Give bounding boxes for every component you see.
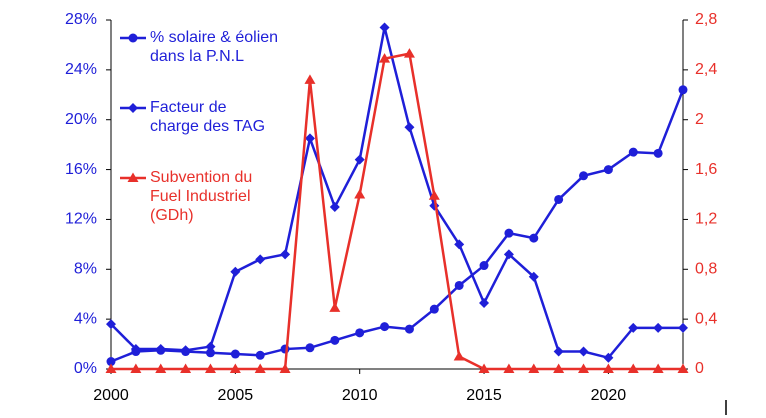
y-tick-label: 8% <box>74 261 97 278</box>
marker <box>355 328 365 338</box>
marker <box>130 344 141 355</box>
x-tick-label: 2010 <box>342 387 378 404</box>
marker <box>404 122 415 133</box>
marker <box>280 249 291 260</box>
x-tick-label: 2015 <box>466 387 502 404</box>
y2-tick-label: 0,8 <box>695 261 717 278</box>
marker <box>354 154 365 165</box>
marker <box>478 363 490 373</box>
y2-tick-label: 0 <box>695 360 704 377</box>
legend-label: Subvention du Fuel Industriel (GDh) <box>150 169 253 224</box>
marker <box>503 249 514 260</box>
marker <box>205 348 215 358</box>
marker <box>279 363 291 373</box>
marker <box>628 322 639 333</box>
marker <box>627 363 639 373</box>
marker <box>304 133 315 144</box>
marker <box>106 357 116 367</box>
marker <box>678 85 688 95</box>
y-tick-label: 28% <box>65 11 97 28</box>
marker <box>204 363 216 373</box>
marker <box>305 343 315 353</box>
marker <box>304 74 316 84</box>
marker <box>155 344 166 355</box>
marker <box>128 33 138 43</box>
marker <box>127 172 139 182</box>
legend-label: % solaire & éolien dans la P.N.L <box>150 29 279 65</box>
y2-tick-label: 2,8 <box>695 11 717 28</box>
marker <box>380 322 390 332</box>
marker <box>653 322 664 333</box>
marker <box>603 165 613 175</box>
legend-label: Facteur de charge des TAG <box>150 99 266 135</box>
marker <box>329 302 341 312</box>
y-tick-label: 12% <box>65 211 97 228</box>
y-tick-label: 0% <box>74 360 97 377</box>
marker <box>653 148 663 158</box>
y-tick-label: 20% <box>65 111 97 128</box>
marker <box>603 352 614 363</box>
marker <box>155 363 167 373</box>
marker <box>553 346 564 357</box>
marker <box>479 297 490 308</box>
y2-tick-label: 0,4 <box>695 310 717 327</box>
marker <box>479 261 489 271</box>
marker <box>330 335 340 345</box>
marker <box>428 190 440 200</box>
marker <box>404 324 414 334</box>
marker <box>180 363 192 373</box>
marker <box>528 271 539 282</box>
marker <box>105 363 117 373</box>
marker <box>106 319 116 330</box>
marker <box>454 280 464 290</box>
y-tick-label: 24% <box>65 61 97 78</box>
series-line <box>111 52 683 371</box>
marker <box>255 350 265 360</box>
marker <box>453 351 465 361</box>
marker <box>652 363 664 373</box>
marker <box>678 322 688 333</box>
marker <box>529 233 539 243</box>
marker <box>677 363 689 373</box>
marker <box>578 363 590 373</box>
marker <box>578 346 589 357</box>
marker <box>528 363 540 373</box>
marker <box>503 363 515 373</box>
y-tick-label: 4% <box>74 310 97 327</box>
marker <box>255 254 266 265</box>
marker <box>230 349 240 359</box>
y2-tick-label: 2 <box>695 111 704 128</box>
marker <box>354 189 366 199</box>
y2-tick-label: 1,6 <box>695 161 717 178</box>
marker <box>602 363 614 373</box>
x-tick-label: 2020 <box>591 387 627 404</box>
marker <box>454 239 465 250</box>
marker <box>429 304 439 314</box>
marker <box>229 363 241 373</box>
marker <box>504 228 514 238</box>
marker <box>553 363 565 373</box>
marker <box>379 22 390 33</box>
marker <box>628 147 638 157</box>
y2-tick-label: 1,2 <box>695 211 717 228</box>
marker <box>554 194 564 204</box>
marker <box>379 53 391 63</box>
y-tick-label: 16% <box>65 161 97 178</box>
y2-tick-label: 2,4 <box>695 61 717 78</box>
marker <box>128 103 138 113</box>
marker <box>130 363 142 373</box>
marker <box>180 345 191 356</box>
marker <box>579 171 589 181</box>
marker <box>205 341 216 352</box>
marker <box>254 363 266 373</box>
marker <box>230 266 241 277</box>
x-tick-label: 2000 <box>93 387 129 404</box>
x-tick-label: 2005 <box>218 387 254 404</box>
marker <box>403 48 415 58</box>
marker <box>329 201 340 212</box>
